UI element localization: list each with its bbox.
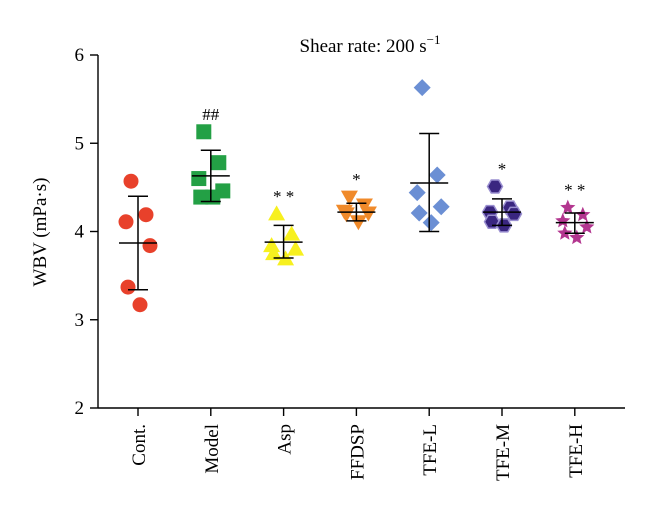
chart-title-superscript: −1: [427, 32, 441, 47]
data-point: [138, 207, 154, 223]
data-point: [359, 206, 377, 222]
significance-label: * *: [564, 181, 585, 200]
x-tick-label: FFDSP: [347, 424, 368, 480]
x-tick-label: Model: [202, 424, 223, 474]
group-asp: * *: [263, 187, 305, 266]
y-tick-label: 5: [75, 133, 85, 154]
data-point: [268, 205, 286, 221]
data-point: [560, 199, 576, 215]
significance-label: *: [352, 170, 361, 189]
group-tfe-m: *: [481, 159, 523, 233]
significance-label: * *: [273, 187, 294, 206]
data-point: [211, 155, 227, 171]
y-tick-label: 2: [75, 398, 85, 419]
data-point: [555, 212, 571, 228]
data-point: [413, 79, 431, 97]
data-point: [355, 198, 373, 214]
y-tick-label: 4: [75, 222, 85, 243]
data-point: [196, 124, 212, 140]
group-tfe-h: * *: [555, 181, 595, 245]
data-point: [557, 225, 573, 240]
data-point: [287, 240, 305, 256]
data-point: [410, 204, 428, 222]
data-point: [337, 207, 355, 223]
x-tick-label: TFE-M: [493, 424, 514, 481]
significance-label: ##: [202, 105, 220, 124]
data-point: [432, 198, 450, 216]
data-point: [123, 173, 139, 189]
data-point: [349, 215, 367, 231]
y-axis-label: WBV (mPa·s): [30, 178, 51, 287]
x-tick-label: TFE-H: [566, 424, 587, 478]
significance-label: *: [498, 159, 507, 178]
y-ticks: 2 3 4 5 6: [75, 45, 98, 419]
data-point: [569, 229, 585, 245]
group-model: ##: [191, 105, 231, 205]
y-tick-label: 3: [75, 310, 85, 331]
data-point: [120, 279, 136, 295]
data-point: [422, 214, 440, 232]
group-ffdsp: *: [335, 170, 377, 231]
data-point: [505, 206, 523, 222]
x-tick-label: Cont.: [129, 424, 150, 466]
data-point: [118, 214, 134, 230]
data-point: [205, 189, 221, 205]
data-point: [191, 171, 207, 187]
data-point: [265, 245, 283, 261]
data-point: [142, 238, 158, 254]
group-tfe-l: [408, 79, 450, 233]
x-tick-label: Asp: [275, 424, 296, 455]
data-point: [579, 219, 595, 234]
data-point: [486, 179, 504, 194]
data-groups: ## * * * * * *: [118, 79, 595, 313]
data-point: [283, 225, 301, 241]
y-tick-label: 6: [75, 45, 85, 66]
data-point: [408, 184, 426, 202]
data-point: [263, 237, 281, 253]
chart-title-main: Shear rate: 200 s: [300, 36, 427, 57]
data-point: [428, 166, 446, 184]
chart-title: Shear rate: 200 s−1: [300, 32, 441, 57]
data-point: [132, 297, 148, 313]
data-point: [575, 206, 591, 222]
data-point: [340, 190, 358, 206]
x-tick-label: TFE-L: [420, 424, 441, 476]
group-cont-: [118, 173, 158, 313]
x-ticks: Cont. Model Asp FFDSP TFE-L TFE-M TFE-H: [129, 408, 587, 481]
